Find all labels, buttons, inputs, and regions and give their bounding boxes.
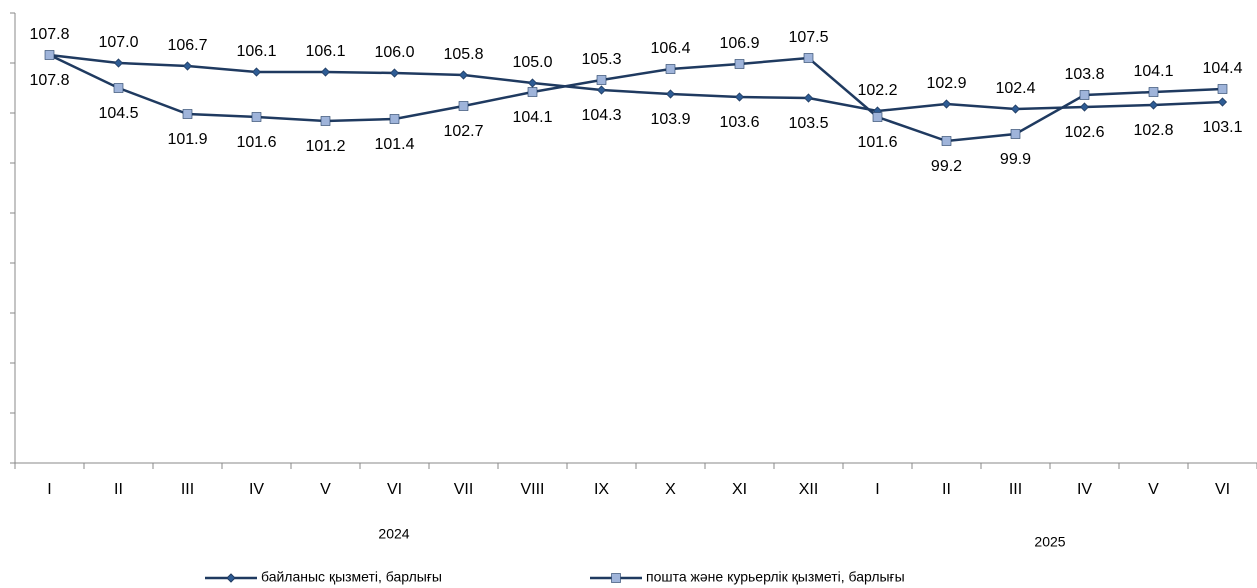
data-label: 103.9 (650, 111, 690, 128)
data-label: 107.8 (29, 26, 69, 43)
marker (941, 99, 952, 109)
marker (941, 136, 952, 146)
marker (251, 112, 262, 122)
data-label: 102.6 (1064, 124, 1104, 141)
marker (113, 83, 124, 93)
data-label: 104.1 (512, 109, 552, 126)
marker (803, 93, 814, 103)
data-label: 103.8 (1064, 66, 1104, 83)
marker (1217, 84, 1228, 94)
marker (1079, 90, 1090, 100)
data-label: 99.2 (931, 158, 962, 175)
data-label: 104.4 (1202, 60, 1242, 77)
marker (182, 61, 193, 71)
x-tick-label: III (181, 481, 194, 498)
marker (1010, 104, 1021, 114)
marker (458, 101, 469, 111)
x-tick-label: I (47, 481, 51, 498)
legend-marker (611, 573, 621, 583)
marker (665, 64, 676, 74)
data-label: 102.7 (443, 123, 483, 140)
data-label: 103.1 (1202, 119, 1242, 136)
marker (734, 92, 745, 102)
data-label: 105.8 (443, 46, 483, 63)
x-tick-label: VI (1215, 481, 1230, 498)
marker (665, 89, 676, 99)
data-label: 107.0 (98, 34, 138, 51)
data-label: 106.4 (650, 40, 690, 57)
x-tick-label: X (665, 481, 676, 498)
data-label: 102.4 (995, 80, 1035, 97)
data-label: 107.8 (29, 72, 69, 89)
marker (251, 67, 262, 77)
marker (1010, 129, 1021, 139)
data-label: 104.1 (1133, 63, 1173, 80)
marker (872, 112, 883, 122)
marker (1079, 102, 1090, 112)
series-line (48, 53, 1223, 143)
data-label: 101.9 (167, 131, 207, 148)
data-label: 101.4 (374, 136, 414, 153)
marker (113, 58, 124, 68)
x-tick-label: II (114, 481, 123, 498)
marker (389, 68, 400, 78)
data-label: 102.8 (1133, 122, 1173, 139)
data-label: 105.3 (581, 51, 621, 68)
data-label: 99.9 (1000, 151, 1031, 168)
marker (527, 87, 538, 97)
data-label: 106.9 (719, 35, 759, 52)
x-tick-label: IV (1077, 481, 1092, 498)
marker (734, 59, 745, 69)
data-label: 101.6 (857, 134, 897, 151)
marker (1148, 100, 1159, 110)
marker (389, 114, 400, 124)
marker (596, 85, 607, 95)
marker (1148, 87, 1159, 97)
series-line (49, 53, 1223, 113)
x-tick-label: V (1148, 481, 1159, 498)
marker (527, 78, 538, 88)
data-label: 106.0 (374, 44, 414, 61)
data-label: 105.0 (512, 54, 552, 71)
x-tick-label: VIII (520, 481, 544, 498)
x-tick-label: VII (454, 481, 474, 498)
data-label: 106.7 (167, 37, 207, 54)
x-tick-label: V (320, 481, 331, 498)
marker (1217, 97, 1228, 107)
x-tick-label: I (875, 481, 879, 498)
legend-marker (226, 573, 236, 583)
data-label: 101.2 (305, 138, 345, 155)
x-tick-label: II (942, 481, 951, 498)
data-label: 104.5 (98, 105, 138, 122)
marker (182, 109, 193, 119)
marker (44, 50, 55, 60)
data-label: 106.1 (236, 43, 276, 60)
x-tick-label: XII (799, 481, 819, 498)
marker (458, 70, 469, 80)
data-label: 103.5 (788, 115, 828, 132)
data-label: 106.1 (305, 43, 345, 60)
x-tick-label: IX (594, 481, 609, 498)
group-label: 2024 (378, 526, 409, 542)
data-label: 104.3 (581, 107, 621, 124)
data-label: 107.5 (788, 29, 828, 46)
group-label: 2025 (1034, 534, 1065, 550)
marker (320, 67, 331, 77)
x-tick-label: XI (732, 481, 747, 498)
data-label: 103.6 (719, 114, 759, 131)
marker (803, 53, 814, 63)
x-tick-label: III (1009, 481, 1022, 498)
data-label: 102.9 (926, 75, 966, 92)
marker (320, 116, 331, 126)
legend-label: пошта және курьерлік қызметі, барлығы (646, 569, 905, 585)
x-tick-label: VI (387, 481, 402, 498)
x-tick-label: IV (249, 481, 264, 498)
data-label: 101.6 (236, 134, 276, 151)
legend-label: байланыс қызметі, барлығы (261, 569, 442, 585)
marker (596, 75, 607, 85)
data-label: 102.2 (857, 82, 897, 99)
